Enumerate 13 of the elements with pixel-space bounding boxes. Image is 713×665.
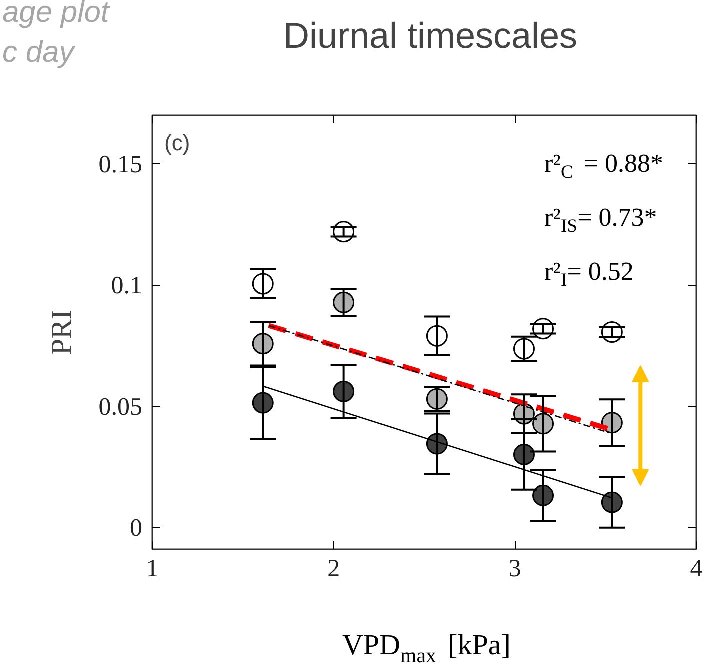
x-tick-label: 3 [508,556,522,582]
y-tick-label: 0.15 [98,151,142,178]
x-tick-label: 1 [146,556,159,582]
y-tick-label: 0 [130,515,142,542]
annotation: (c) [164,130,190,156]
text: age plot [2,0,111,29]
text: c day [2,36,76,69]
y-tick-label: 0.1 [111,272,142,300]
x-tick-label: 4 [690,556,704,582]
x-tick-label: 2 [328,556,340,582]
y-axis-title: PRI [46,310,78,356]
chart-title: Diurnal timescales [283,15,578,56]
y-tick-label: 0.05 [98,394,142,421]
